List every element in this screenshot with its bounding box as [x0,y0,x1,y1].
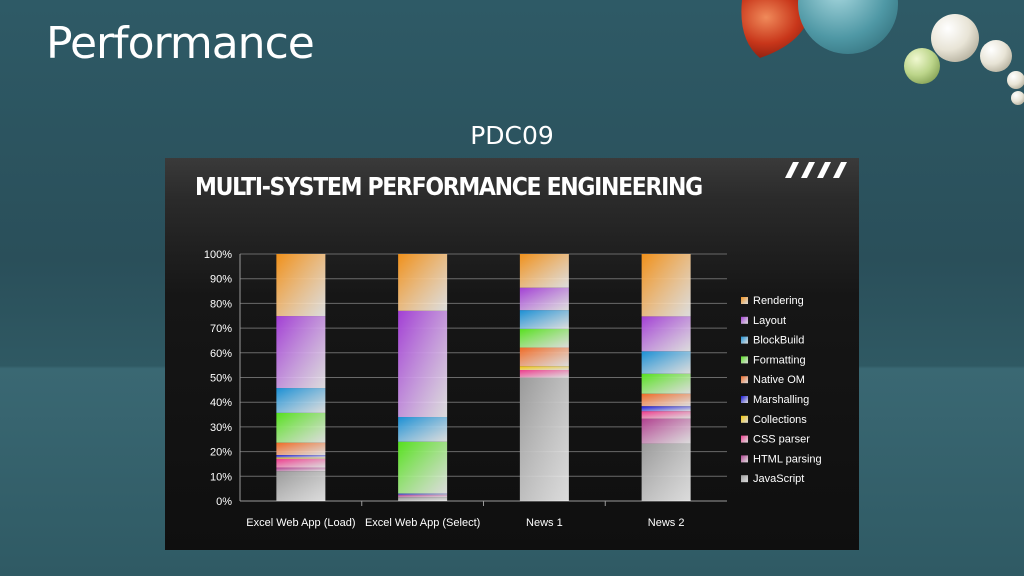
bar-segment [519,254,569,288]
bar-segment [276,458,326,468]
bar-segment [519,377,569,501]
legend-swatch [741,455,748,463]
bar-segment [276,455,326,458]
bar-segment [641,373,691,394]
y-tick-label: 40% [210,397,232,409]
legend-label: CSS parser [753,434,810,446]
chart-panel: MULTI-SYSTEM PERFORMANCE ENGINEERING 0% 1… [165,158,859,550]
bar-segment [276,254,326,317]
legend-label: BlockBuild [753,335,804,347]
legend-swatch [741,356,748,364]
bar-segment [398,417,448,442]
y-tick-label: 10% [210,471,232,483]
y-tick-label: 20% [210,447,232,459]
bar-segment [276,457,326,459]
bar-segment [519,287,569,311]
cream-bubble-large [931,14,979,62]
cream-bubble-tiny [1011,91,1024,105]
legend-swatch [741,297,748,304]
decorative-stripes-icon [785,162,847,178]
bar-segment [641,418,691,444]
bar-segment [398,310,448,418]
legend-label: Formatting [753,354,806,366]
slide-title: Performance [46,18,315,69]
bar-segment [519,347,569,367]
legend-label: Layout [753,315,786,327]
bar-segment [398,254,448,311]
bar-segment [276,467,326,472]
bar-segment [519,366,569,371]
bar-segment [641,411,691,419]
stacked-bar-chart: 0% 10% 20% 30% 40% 50% 60% 70% 80% 90% 100% Excel W… [204,249,822,529]
bar-segment [641,406,691,412]
legend-swatch [741,336,748,344]
bar-segment [398,441,448,494]
cream-bubble-medium [980,40,1012,72]
bar-segment [398,497,448,501]
bar-segment [641,443,691,501]
bar-segment [519,328,569,348]
cream-bubble-small [1007,71,1024,89]
bar-segment [276,388,326,413]
bar-segment [519,310,569,329]
legend-swatch [741,435,748,443]
bar-segment [276,316,326,389]
legend-swatch [741,396,748,403]
legend-label: JavaScript [753,473,804,485]
y-tick-label: 50% [210,373,232,385]
y-tick-label: 80% [210,298,232,310]
x-tick-label: News 2 [648,517,685,529]
legend-swatch [741,316,748,324]
y-tick-label: 0% [216,496,232,508]
x-tick-label: Excel Web App (Select) [365,517,480,529]
bar-segment [641,316,691,352]
legend-label: HTML parsing [753,453,822,465]
x-tick-label: News 1 [526,517,563,529]
red-petal-shape [741,0,812,58]
y-tick-label: 60% [210,348,232,360]
legend-label: Native OM [753,374,805,386]
teal-bubble [798,0,898,54]
bar-segment [398,493,448,495]
legend-swatch [741,376,748,384]
y-tick-label: 30% [210,422,232,434]
bar-segment [519,370,569,378]
bar-segment [276,471,326,501]
panel-heading: MULTI-SYSTEM PERFORMANCE ENGINEERING [195,172,703,201]
bar-segment [641,393,691,407]
legend-swatch [741,415,748,423]
green-bubble [904,48,940,84]
bar-segment [641,254,691,317]
legend-label: Collections [753,414,807,426]
y-tick-label: 70% [210,323,232,335]
bar-segment [641,351,691,374]
slide-subtitle: PDC09 [470,121,554,150]
bar-segment [398,494,448,498]
x-tick-label: Excel Web App (Load) [246,517,355,529]
y-tick-label: 100% [204,249,232,261]
bar-segment [276,442,326,456]
y-tick-label: 90% [210,274,232,286]
legend-swatch [741,475,748,483]
legend-label: Rendering [753,295,804,307]
bar-segment [276,412,326,443]
legend-label: Marshalling [753,394,809,406]
